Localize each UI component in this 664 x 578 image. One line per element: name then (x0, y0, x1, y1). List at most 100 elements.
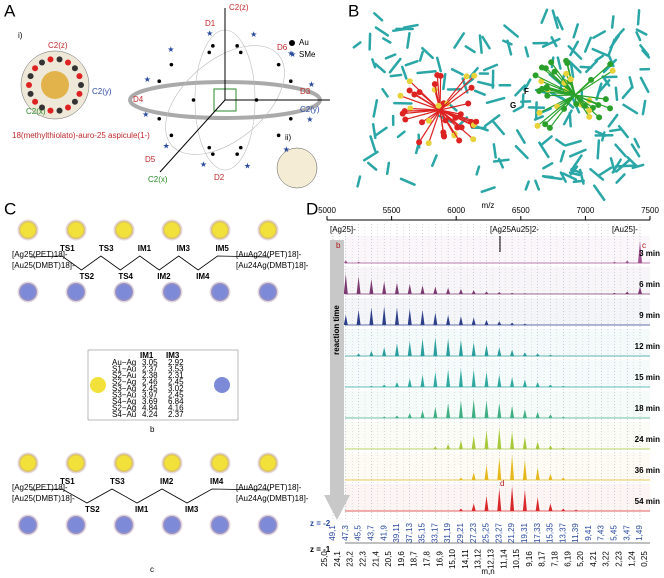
mn-label: 24,1 (333, 551, 342, 567)
core-atom (609, 67, 616, 74)
table-cell: Au−Ag (112, 358, 136, 367)
table-cell: S2−Ag (112, 378, 136, 387)
core-atom (534, 122, 541, 129)
sme-star: ★ (167, 45, 174, 54)
core-bond (550, 61, 576, 96)
species: [AuAg24(PET)18]- (236, 483, 302, 492)
core-atom (548, 59, 555, 66)
state-label: IM3 (185, 505, 199, 514)
au-dot (288, 117, 293, 121)
ligand-stick (614, 86, 619, 101)
cluster-bottom (257, 281, 279, 303)
peak (484, 430, 489, 449)
ligand-stick (556, 16, 564, 31)
table-cell: 3.97 (142, 391, 158, 400)
peak (510, 292, 515, 294)
ligand-stick (356, 175, 362, 188)
atom (71, 65, 78, 72)
mn-label: 4,21 (589, 551, 598, 567)
peak (382, 306, 387, 325)
peak (510, 455, 515, 480)
time-label: 15 min (635, 373, 660, 382)
state-label: TS3 (99, 244, 114, 253)
peak (471, 290, 476, 294)
ligand-stick (559, 149, 566, 163)
core-atom (399, 110, 406, 117)
ligand-stick (430, 154, 438, 168)
peak (535, 497, 540, 511)
mn-label: 9,41 (584, 525, 593, 541)
au-dot (288, 79, 293, 83)
ligand-stick (503, 24, 519, 38)
peak (522, 323, 527, 325)
core-atom (468, 84, 475, 91)
core-atom (532, 72, 539, 79)
core-atom (595, 101, 602, 108)
peak (497, 347, 502, 356)
core-bond (439, 109, 474, 140)
axis-label: C2(z) (229, 3, 249, 12)
peak (535, 353, 540, 356)
time-label: 54 min (635, 497, 660, 506)
x-tick-label: 7500 (641, 206, 659, 215)
ligand-stick (464, 45, 476, 54)
mn-label: 19,31 (520, 522, 529, 543)
core-bond (541, 67, 576, 96)
state-label: TS2 (85, 505, 100, 514)
sub-label: i) (18, 31, 23, 40)
trace-band (345, 236, 650, 263)
core-atom (402, 116, 409, 123)
ligand-stick (639, 44, 650, 57)
core-atom (607, 105, 614, 112)
trace-band (345, 422, 650, 449)
cluster-bottom (161, 281, 183, 303)
axis-label: C2(x) (148, 175, 168, 184)
au-dot (211, 44, 215, 48)
species: [Au25(DMBT)18]- (12, 494, 75, 503)
peak (484, 291, 489, 294)
core-atom (416, 89, 423, 96)
state-label: IM2 (160, 477, 174, 486)
annotation: d (500, 479, 504, 488)
mn-label: 23,27 (494, 522, 503, 543)
peak (471, 472, 476, 480)
core-bond (439, 87, 472, 111)
core-atom (463, 73, 470, 80)
ligand-stick (609, 34, 621, 49)
mn-label: 11,39 (571, 523, 580, 543)
peak (522, 352, 527, 356)
ligand-stick (615, 173, 626, 184)
cluster-bottom (17, 514, 39, 536)
peak (446, 444, 451, 449)
core-bond (574, 70, 613, 96)
table-header: IM1 (140, 351, 154, 360)
au-dot (169, 133, 174, 138)
sub-label: b (150, 425, 155, 434)
sme-star: ★ (308, 80, 315, 89)
peak (382, 384, 387, 387)
core-atom (419, 119, 426, 126)
ligand-stick (609, 157, 616, 173)
ligand-stick (389, 73, 403, 78)
sme-star: ★ (244, 161, 251, 170)
core-atom (551, 68, 558, 75)
core-atom (411, 91, 418, 98)
mn-label: 1,24 (627, 551, 636, 567)
core-atom (471, 72, 478, 79)
core-bond (439, 102, 469, 111)
mn-label: 41,9 (379, 525, 388, 541)
state-label: IM1 (138, 244, 152, 253)
peak (407, 413, 412, 418)
ligand-stick (583, 36, 593, 53)
cluster-top (209, 219, 231, 241)
ligand-stick (551, 9, 559, 29)
core-atom (473, 118, 480, 125)
peak (458, 477, 463, 480)
ligand-stick (559, 171, 567, 183)
core-atom (607, 61, 614, 68)
peak (407, 378, 412, 387)
core-atom (564, 60, 571, 67)
peak (484, 465, 489, 480)
table-cell: 2.46 (142, 378, 158, 387)
au-dot (169, 62, 174, 67)
